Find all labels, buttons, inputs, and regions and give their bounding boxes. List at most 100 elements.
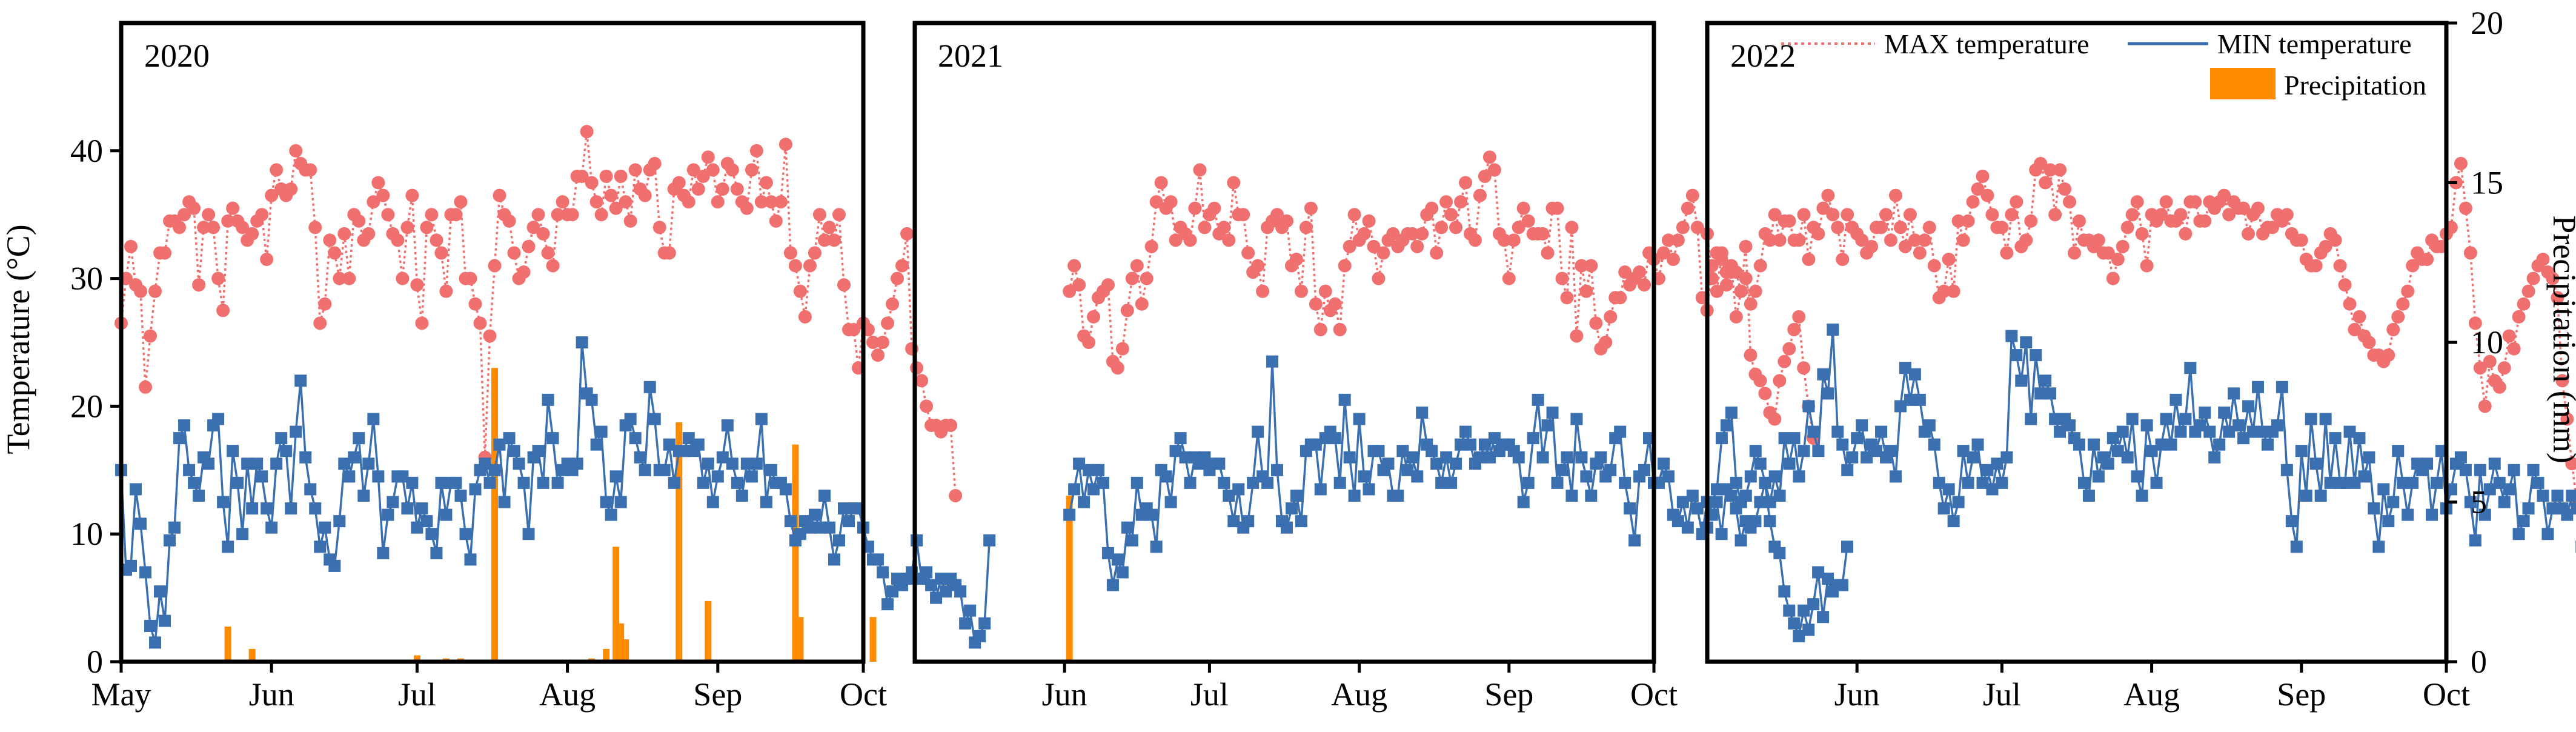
max-temp-point [822, 221, 836, 235]
min-temp-point [1875, 425, 1888, 438]
min-temp-point [2184, 362, 2197, 374]
min-temp-point [231, 476, 244, 489]
min-temp-point [784, 515, 797, 528]
max-temp-point [1884, 233, 1898, 247]
max-temp-point [1729, 310, 1743, 324]
max-temp-point [265, 188, 279, 202]
min-temp-point [2034, 387, 2047, 400]
x-tick-label: Sep [1484, 676, 1533, 713]
min-temp-point [2397, 476, 2409, 489]
min-temp-point [382, 508, 394, 521]
min-temp-point [1836, 579, 1848, 591]
max-temp-point [1831, 221, 1845, 235]
max-temp-point [1763, 233, 1777, 247]
min-temp-point [1986, 483, 1999, 496]
max-temp-point [1072, 278, 1086, 292]
panel-year-label: 2022 [1730, 38, 1796, 74]
max-temp-point [1357, 227, 1371, 241]
min-temp-point [1749, 515, 1762, 528]
max-temp-point [425, 208, 439, 222]
min-temp-point [1937, 502, 1950, 515]
min-temp-point [1947, 515, 1960, 528]
max-temp-point [2280, 208, 2294, 222]
min-temp-point [1580, 470, 1593, 483]
max-temp-point [1120, 304, 1134, 318]
min-temp-point [1928, 438, 1940, 451]
min-temp-point [2551, 489, 2564, 502]
min-temp-point [677, 445, 690, 458]
min-temp-point [2116, 425, 2129, 438]
min-temp-point [2353, 432, 2366, 445]
max-temp-point [483, 329, 497, 343]
min-temp-point [2387, 496, 2400, 508]
max-temp-point [1927, 259, 1941, 273]
min-temp-point [842, 515, 855, 528]
max-temp-point [609, 201, 623, 215]
min-temp-point [2228, 387, 2240, 400]
min-temp-point [2174, 425, 2187, 438]
max-temp-point [207, 221, 221, 235]
max-temp-point [173, 221, 187, 235]
max-temp-point [488, 259, 502, 273]
max-temp-point [876, 336, 890, 349]
min-temp-point [2005, 330, 2018, 342]
min-temp-point [134, 517, 147, 530]
min-temp-point [285, 502, 297, 515]
min-temp-point [2508, 464, 2520, 476]
min-temp-point [309, 502, 322, 515]
min-temp-point [629, 432, 642, 445]
min-temp-point [159, 614, 171, 627]
min-temp-point [1083, 464, 1095, 476]
min-temp-point [1604, 464, 1617, 476]
x-tick-label: Oct [840, 676, 887, 713]
min-temp-point [1551, 476, 1564, 489]
max-temp-point [1410, 239, 1424, 253]
max-temp-point [1536, 227, 1550, 241]
max-temp-point [1773, 233, 1787, 247]
min-temp-point [1720, 419, 1733, 432]
max-temp-point [1589, 316, 1603, 330]
min-temp-point [411, 521, 423, 534]
min-temp-point [1130, 476, 1143, 489]
max-temp-point [1063, 284, 1077, 298]
max-temp-point [2101, 246, 2115, 260]
min-temp-point [2329, 432, 2342, 445]
max-temp-point [749, 144, 763, 158]
min-temp-point [1290, 489, 1303, 502]
min-temp-point [1933, 476, 1945, 489]
max-temp-point [1304, 201, 1318, 215]
max-temp-point [1241, 246, 1255, 260]
min-temp-point [2406, 476, 2419, 489]
min-temp-point [256, 470, 268, 483]
max-temp-point [1913, 246, 1927, 260]
max-temp-point [1067, 259, 1081, 273]
min-temp-point [930, 591, 943, 604]
max-temp-point [328, 246, 342, 260]
min-temp-point [1261, 476, 1274, 489]
max-temp-point [158, 246, 172, 260]
min-temp-point [692, 438, 705, 451]
precip-bar [1066, 495, 1073, 662]
y-left-tick-label: 0 [87, 644, 103, 680]
min-temp-point [2261, 438, 2274, 451]
max-temp-point [526, 221, 540, 235]
max-temp-point [1739, 271, 1753, 285]
max-temp-point [367, 195, 380, 209]
max-temp-point [1439, 195, 1453, 209]
min-temp-point [1913, 393, 1926, 406]
max-temp-point [2565, 457, 2576, 471]
max-temp-point [949, 488, 963, 502]
min-temp-point [1734, 534, 1747, 547]
min-temp-point [2155, 438, 2168, 451]
max-temp-point [745, 163, 759, 177]
max-temp-point [648, 156, 662, 170]
max-temp-point [706, 163, 720, 177]
max-temp-point [1865, 239, 1879, 253]
max-temp-point [604, 188, 618, 202]
min-temp-point [1363, 483, 1375, 496]
min-temp-point [2488, 458, 2501, 470]
min-temp-point [202, 458, 215, 470]
chart-panels: May Jun Jul Aug Sep Oct 2020 0 10 20 30 40 Jun Jul Aug… [70, 5, 2576, 713]
max-temp-point [536, 227, 550, 241]
max-temp-point [1922, 221, 1936, 235]
